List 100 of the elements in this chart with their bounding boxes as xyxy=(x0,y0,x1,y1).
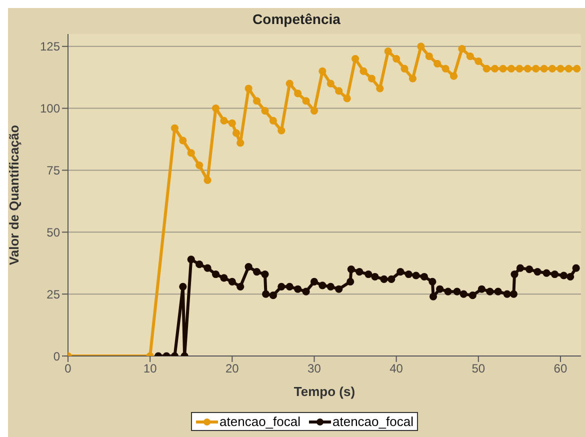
point xyxy=(396,268,404,276)
point xyxy=(278,126,286,134)
point xyxy=(404,270,412,278)
x-tick-label: 30 xyxy=(308,362,322,376)
point xyxy=(286,80,294,88)
x-tick-label: 0 xyxy=(64,362,72,376)
point xyxy=(187,256,195,264)
point xyxy=(187,149,195,157)
x-tick-label: 50 xyxy=(472,362,486,376)
legend-label: atencao_focal xyxy=(332,414,414,429)
point xyxy=(460,290,468,298)
point xyxy=(458,45,466,53)
point xyxy=(179,136,187,144)
point xyxy=(494,288,502,296)
y-tick-label: 50 xyxy=(46,225,60,240)
point xyxy=(335,285,343,293)
point xyxy=(196,260,204,268)
point xyxy=(302,97,310,105)
y-tick-label: 75 xyxy=(46,163,60,178)
point xyxy=(318,282,326,290)
x-tick-label: 20 xyxy=(225,362,240,376)
point xyxy=(550,270,559,278)
point xyxy=(212,270,220,278)
point xyxy=(368,74,376,82)
point xyxy=(204,264,212,272)
y-tick-label: 125 xyxy=(40,40,60,54)
point xyxy=(400,64,408,72)
point xyxy=(269,292,277,300)
point xyxy=(525,266,534,274)
point xyxy=(262,290,270,298)
point xyxy=(388,275,396,284)
x-axis-title: Tempo (s) xyxy=(294,384,356,399)
point xyxy=(564,64,572,72)
point xyxy=(516,264,524,272)
legend-label: atencao_focal xyxy=(218,414,300,429)
point xyxy=(360,67,368,75)
point xyxy=(572,264,580,272)
point xyxy=(170,124,179,132)
point xyxy=(286,282,294,290)
point xyxy=(392,54,400,63)
point xyxy=(356,268,364,276)
point xyxy=(534,268,542,276)
point xyxy=(566,272,574,281)
point xyxy=(573,64,581,72)
point xyxy=(442,64,450,72)
point xyxy=(453,288,461,296)
point xyxy=(232,129,240,137)
point xyxy=(228,119,236,127)
point xyxy=(510,270,518,278)
point xyxy=(429,292,438,300)
point xyxy=(236,282,244,290)
point xyxy=(491,64,499,72)
point xyxy=(294,285,302,293)
point xyxy=(556,64,564,72)
point xyxy=(261,106,269,115)
point xyxy=(269,116,277,124)
point xyxy=(204,176,212,184)
point xyxy=(220,274,228,282)
y-tick-label: 25 xyxy=(46,287,60,302)
point xyxy=(560,272,568,280)
point xyxy=(540,64,548,72)
point xyxy=(261,270,269,278)
point xyxy=(499,64,507,72)
point xyxy=(450,72,458,80)
point xyxy=(343,94,351,102)
point xyxy=(371,272,379,281)
y-tick-label: 0 xyxy=(53,349,60,364)
point xyxy=(294,90,302,98)
x-tick-label: 40 xyxy=(390,362,404,376)
point xyxy=(347,266,355,274)
point xyxy=(244,263,252,271)
point xyxy=(364,270,372,278)
point xyxy=(503,290,511,298)
point xyxy=(412,272,420,280)
point xyxy=(532,64,540,72)
point xyxy=(212,104,220,112)
point xyxy=(351,54,360,63)
point xyxy=(376,84,384,92)
point xyxy=(326,282,334,290)
point xyxy=(179,282,187,290)
point xyxy=(244,84,252,92)
point xyxy=(380,275,388,284)
point xyxy=(478,285,486,293)
point xyxy=(444,288,452,296)
point xyxy=(474,57,482,66)
point xyxy=(542,269,550,277)
point xyxy=(335,87,343,95)
point xyxy=(252,268,261,276)
point xyxy=(436,285,444,293)
point xyxy=(510,290,518,298)
chart-title: Competência xyxy=(252,10,342,29)
point xyxy=(252,97,261,105)
point xyxy=(507,64,516,72)
point xyxy=(318,67,326,75)
point xyxy=(420,272,428,281)
point xyxy=(486,288,494,296)
point xyxy=(302,288,310,296)
point xyxy=(425,52,433,60)
y-tick-label: 100 xyxy=(40,102,60,116)
point xyxy=(468,292,476,300)
